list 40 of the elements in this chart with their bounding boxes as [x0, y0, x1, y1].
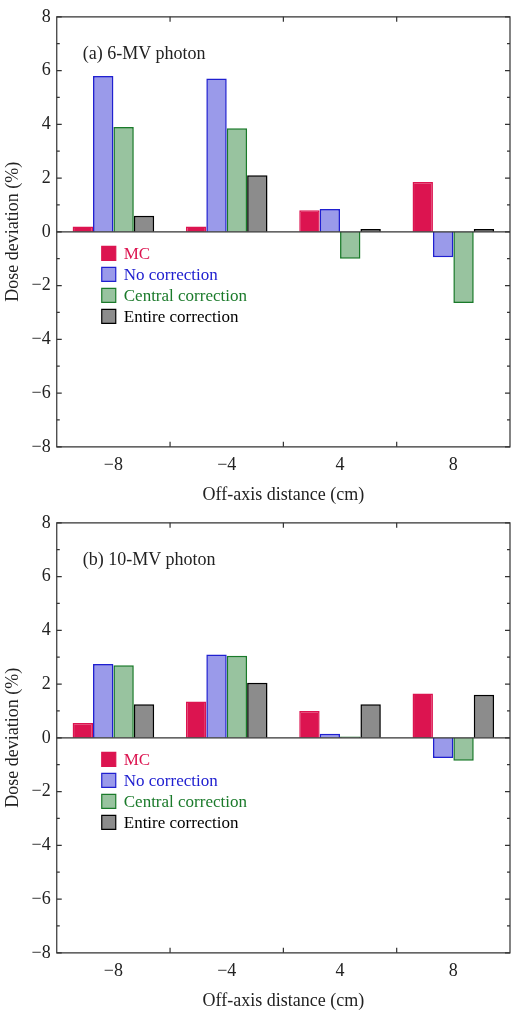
y-tick-label: 6	[41, 565, 51, 586]
y-tick-label: 8	[41, 511, 51, 532]
y-tick-label: 4	[41, 113, 51, 134]
y-tick-label: 6	[41, 59, 51, 80]
x-tick-label: −8	[103, 454, 123, 475]
x-tick-label: 8	[448, 454, 458, 475]
y-tick-label: 2	[41, 672, 51, 693]
y-tick-label: −6	[31, 887, 51, 908]
x-tick-label: 4	[335, 960, 345, 981]
y-tick-label: −2	[31, 780, 51, 801]
y-tick-label: 0	[41, 220, 51, 241]
x-tick-label: 8	[448, 960, 458, 981]
legend-label: Entire correction	[123, 812, 239, 832]
legend-label: Entire correction	[123, 306, 239, 326]
y-tick-label: 4	[41, 619, 51, 640]
legend-label: No correction	[123, 770, 219, 790]
x-axis-title: Off-axis distance (cm)	[202, 483, 365, 505]
y-tick-label: −6	[31, 381, 51, 402]
y-tick-label: 0	[41, 726, 51, 747]
y-axis-title: Dose deviation (%)	[1, 667, 23, 808]
x-tick-label: −8	[103, 960, 123, 981]
legend-label: MC	[123, 243, 151, 263]
x-axis-title: Off-axis distance (cm)	[202, 989, 365, 1011]
y-tick-label: 2	[41, 166, 51, 187]
legend-label: MC	[123, 749, 151, 769]
x-tick-label: −4	[217, 454, 237, 475]
legend-label: Central correction	[123, 791, 248, 811]
y-tick-label: −4	[31, 328, 51, 349]
y-tick-label: −4	[31, 834, 51, 855]
text: (b) 10-MV photon	[82, 548, 216, 570]
text: (a) 6-MV photon	[82, 42, 206, 64]
x-tick-label: −4	[217, 960, 237, 981]
x-tick-label: 4	[335, 454, 345, 475]
y-axis-title: Dose deviation (%)	[1, 161, 23, 302]
y-tick-label: −2	[31, 274, 51, 295]
y-tick-label: −8	[31, 941, 51, 962]
legend-label: No correction	[123, 264, 219, 284]
y-tick-label: 8	[41, 5, 51, 26]
legend-label: Central correction	[123, 285, 248, 305]
y-tick-label: −8	[31, 435, 51, 456]
